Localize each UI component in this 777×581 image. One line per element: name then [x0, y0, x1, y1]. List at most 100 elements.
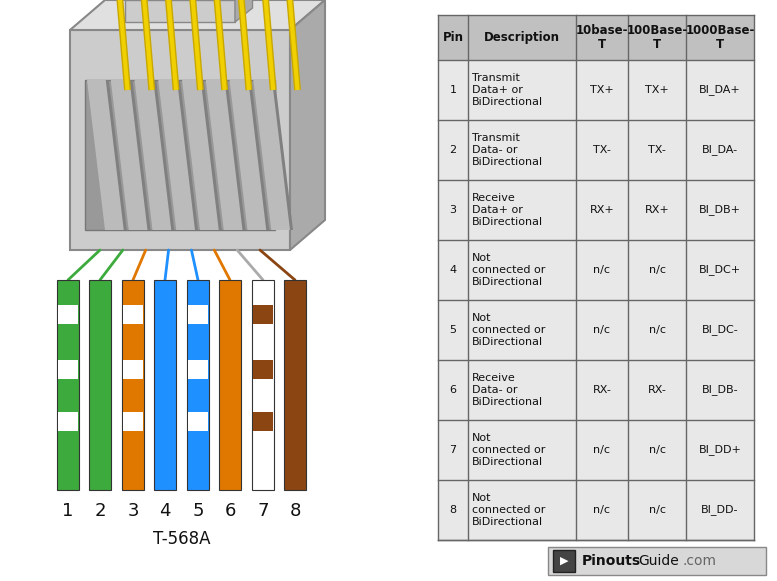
Text: RX+: RX+: [590, 205, 615, 215]
Bar: [553, 550, 575, 572]
Text: 8: 8: [449, 505, 457, 515]
Bar: [253, 305, 273, 324]
Text: n/c: n/c: [649, 505, 665, 515]
Bar: [188, 305, 208, 324]
Text: 7: 7: [257, 502, 269, 520]
Text: Transmit
Data+ or
BiDirectional: Transmit Data+ or BiDirectional: [472, 73, 543, 106]
Text: .com: .com: [682, 554, 716, 568]
Bar: [438, 360, 754, 420]
Bar: [438, 300, 754, 360]
Text: n/c: n/c: [594, 325, 611, 335]
Bar: [123, 305, 143, 324]
Text: Not
connected or
BiDirectional: Not connected or BiDirectional: [472, 493, 545, 526]
Text: ▶: ▶: [559, 556, 568, 566]
Text: Guide: Guide: [638, 554, 679, 568]
Bar: [219, 280, 241, 490]
Text: Receive
Data+ or
BiDirectional: Receive Data+ or BiDirectional: [472, 193, 543, 227]
Polygon shape: [153, 80, 174, 230]
Bar: [58, 413, 78, 431]
Text: n/c: n/c: [594, 505, 611, 515]
Text: Description: Description: [484, 31, 560, 44]
Text: 1: 1: [450, 85, 457, 95]
Polygon shape: [225, 80, 246, 230]
Text: BI_DA+: BI_DA+: [699, 85, 741, 95]
Text: Not
connected or
BiDirectional: Not connected or BiDirectional: [472, 313, 545, 347]
Bar: [253, 413, 273, 431]
Bar: [284, 280, 306, 490]
Bar: [187, 280, 209, 490]
Polygon shape: [159, 80, 196, 230]
Text: 1: 1: [62, 502, 74, 520]
Bar: [438, 15, 754, 60]
Text: RX-: RX-: [593, 385, 611, 395]
Text: RX+: RX+: [645, 205, 669, 215]
Text: 1000Base-
T: 1000Base- T: [685, 23, 754, 52]
Polygon shape: [235, 0, 253, 22]
Text: 6: 6: [225, 502, 235, 520]
Text: Pinouts: Pinouts: [582, 554, 641, 568]
Polygon shape: [253, 80, 291, 230]
Bar: [548, 547, 766, 575]
Bar: [438, 60, 754, 120]
Text: BI_DC-: BI_DC-: [702, 325, 738, 335]
Text: Transmit
Data- or
BiDirectional: Transmit Data- or BiDirectional: [472, 134, 543, 167]
Polygon shape: [87, 80, 125, 230]
Text: n/c: n/c: [594, 445, 611, 455]
Bar: [122, 280, 144, 490]
Text: TX-: TX-: [648, 145, 666, 155]
Text: 5: 5: [450, 325, 457, 335]
Text: Receive
Data- or
BiDirectional: Receive Data- or BiDirectional: [472, 374, 543, 407]
Text: Not
connected or
BiDirectional: Not connected or BiDirectional: [472, 253, 545, 286]
Text: 2: 2: [94, 502, 106, 520]
Text: Not
connected or
BiDirectional: Not connected or BiDirectional: [472, 433, 545, 467]
Text: n/c: n/c: [649, 325, 665, 335]
Bar: [57, 280, 79, 490]
Bar: [58, 360, 78, 379]
Text: RX-: RX-: [647, 385, 667, 395]
Text: TX+: TX+: [645, 85, 669, 95]
Text: BI_DA-: BI_DA-: [702, 145, 738, 156]
Text: 8: 8: [289, 502, 301, 520]
Polygon shape: [106, 80, 127, 230]
Polygon shape: [200, 80, 221, 230]
Text: 4: 4: [449, 265, 457, 275]
Bar: [85, 80, 275, 230]
Bar: [188, 360, 208, 379]
Bar: [438, 420, 754, 480]
Text: 3: 3: [450, 205, 457, 215]
Text: 100Base-
T: 100Base- T: [626, 23, 688, 52]
Bar: [438, 240, 754, 300]
Bar: [70, 30, 290, 250]
Text: 7: 7: [449, 445, 457, 455]
Text: 5: 5: [192, 502, 204, 520]
Polygon shape: [248, 80, 270, 230]
Bar: [85, 80, 275, 230]
Text: 6: 6: [450, 385, 457, 395]
Bar: [188, 413, 208, 431]
Text: T-568A: T-568A: [153, 530, 211, 548]
Text: 3: 3: [127, 502, 139, 520]
Text: Pin: Pin: [442, 31, 464, 44]
Bar: [253, 360, 273, 379]
Polygon shape: [70, 0, 325, 30]
Bar: [123, 413, 143, 431]
Bar: [438, 120, 754, 180]
Text: 4: 4: [159, 502, 171, 520]
Text: TX-: TX-: [593, 145, 611, 155]
Text: BI_DB-: BI_DB-: [702, 385, 738, 396]
Polygon shape: [177, 80, 198, 230]
Text: BI_DD-: BI_DD-: [702, 504, 739, 515]
Bar: [438, 480, 754, 540]
Bar: [125, 0, 235, 22]
Bar: [58, 305, 78, 324]
Polygon shape: [290, 0, 325, 250]
Text: n/c: n/c: [594, 265, 611, 275]
Text: 2: 2: [449, 145, 457, 155]
Polygon shape: [111, 80, 148, 230]
Bar: [154, 280, 176, 490]
Text: BI_DC+: BI_DC+: [699, 264, 741, 275]
Bar: [438, 180, 754, 240]
Polygon shape: [206, 80, 243, 230]
Polygon shape: [182, 80, 220, 230]
Text: n/c: n/c: [649, 265, 665, 275]
